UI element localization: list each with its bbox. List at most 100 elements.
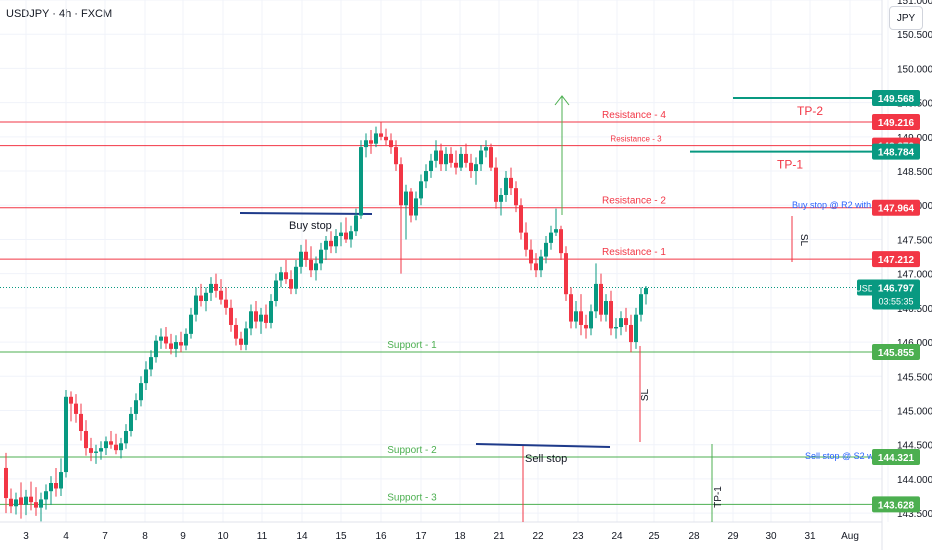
annotations: Buy stop Buy stop @ R2 with SL @ R1 SL SL Se… [239,95,910,522]
candle [139,376,143,407]
candle [229,299,233,332]
candle [474,157,478,185]
candle [499,188,503,216]
buy-note: Buy stop @ R2 with SL @ R1 [792,200,910,210]
candle [594,263,598,319]
y-tick-label: 147.500 [897,235,932,246]
candle [524,222,528,257]
buy-stop-line [239,212,373,215]
candle-body [134,400,138,414]
candle-body [329,240,333,247]
candle-body [84,431,88,449]
x-tick-label: 10 [217,531,229,542]
candle-body [54,483,58,489]
candle-body [544,242,548,257]
candle [149,350,153,377]
candle-body [154,340,158,358]
price-tags: 149.568149.216148.872148.784147.964147.2… [855,89,920,513]
target-label: TP-1 [777,158,803,172]
x-tick-label: 31 [804,531,816,542]
candle-body [229,307,233,325]
price-tag-text: 147.212 [878,255,915,266]
price-tag-bg [872,143,920,160]
candle [279,266,283,288]
candle [564,246,568,302]
candle [204,287,208,312]
grid [0,0,889,550]
candle-body [604,301,608,315]
candle-body [254,311,258,322]
candle-body [579,311,583,325]
price-tag-bg [872,89,920,106]
candle [419,174,423,206]
candle-body [509,177,513,189]
candle [489,143,493,172]
candle [559,225,563,260]
candle-body [599,283,603,315]
candle [154,335,158,363]
candle [384,128,388,146]
candle [14,492,18,515]
candle [409,188,413,223]
candle [334,229,338,254]
candle-body [89,448,93,453]
candle-body [639,294,643,315]
price-tag-bg [872,251,920,268]
candle [64,389,68,478]
candle-body [334,236,338,247]
candle [484,140,488,158]
candle [359,140,363,219]
candle-body [359,147,363,216]
candle-body [24,496,28,505]
candle-body [264,314,268,323]
candle [634,307,638,349]
price-tag-text: 144.321 [878,453,915,464]
y-tick-label: 151.000 [897,0,932,7]
x-tick-label: 11 [257,531,268,542]
candle-body [459,153,463,168]
candle-body [239,338,243,345]
candle-body [394,147,398,165]
candle-body [584,324,588,329]
x-tick-label: 8 [142,531,148,542]
candle-body [179,342,183,346]
y-tick-label: 147.000 [897,270,932,281]
candle [224,287,228,315]
candle [624,307,628,332]
level-label: Resistance - 3 [610,135,662,144]
y-tick-label: 146.000 [897,338,932,349]
level-label: Resistance - 4 [602,110,666,121]
candle-body [284,272,288,280]
candle-body [559,229,563,254]
x-tick-label: 25 [648,531,660,542]
candle-body [164,336,168,344]
candle [89,437,93,462]
candle-body [429,160,433,172]
candle-body [454,162,458,168]
candle-body [434,150,438,161]
candle-body [184,333,188,346]
currency-button[interactable]: JPY [889,6,923,30]
candle [179,331,183,353]
candle-body [594,283,598,312]
candle-body [274,280,278,302]
candle [414,191,418,221]
candle-body [199,295,203,302]
candle [24,489,28,516]
candle [539,249,543,278]
sell-stop-line [475,443,611,448]
x-tick-label: 16 [375,531,387,542]
y-tick-label: 144.500 [897,441,932,452]
candle [354,208,358,237]
candle [514,181,518,213]
candle [304,239,308,267]
candle-body [499,194,503,202]
candle-body [99,448,103,452]
candle-body [569,294,573,322]
tp1-vertical-label: TP-1 [713,486,724,508]
candle-body [74,403,78,414]
candle [319,242,323,271]
candle-body [399,164,403,206]
candle [184,328,188,351]
